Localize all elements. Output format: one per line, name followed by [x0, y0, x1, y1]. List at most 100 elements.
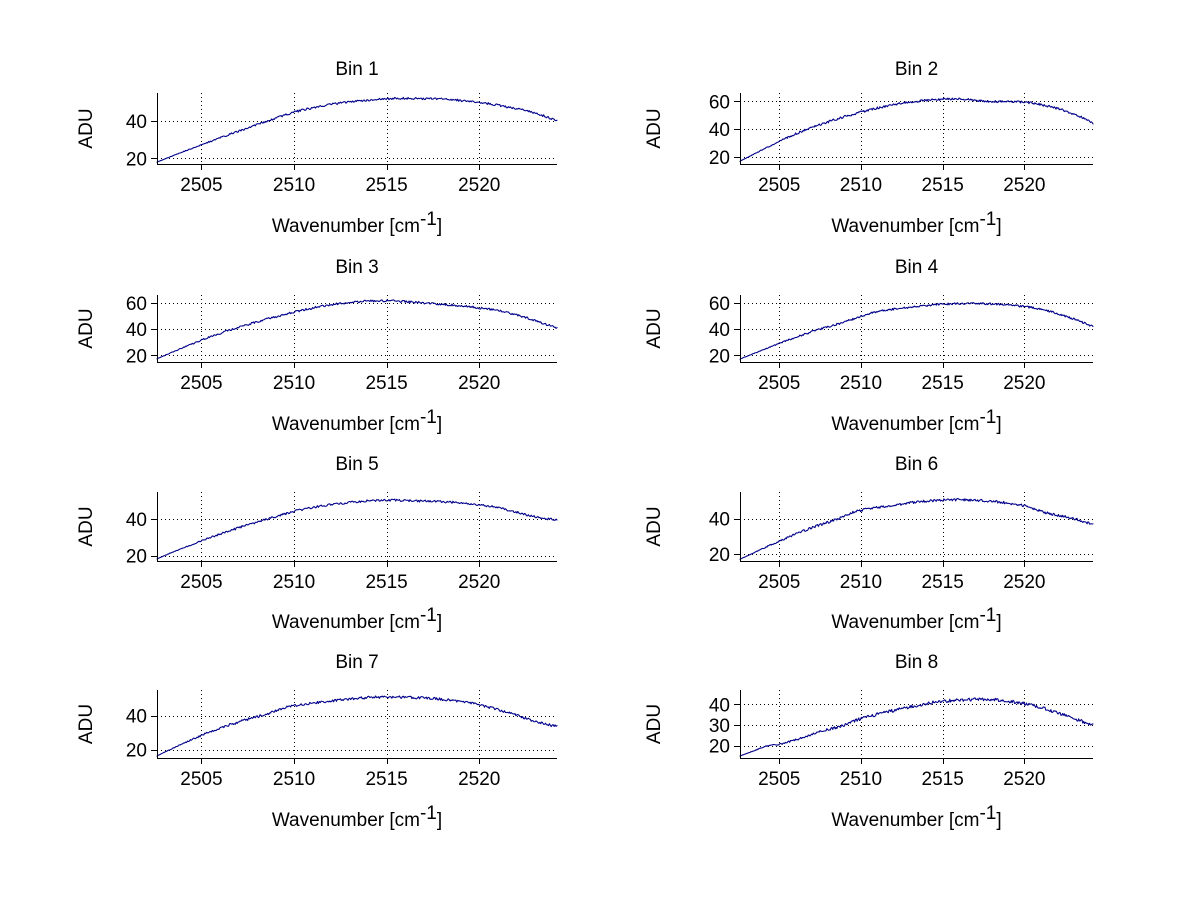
x-tick-label: 2520	[1003, 175, 1045, 196]
tick-marks	[734, 100, 1026, 170]
x-tick-label: 2515	[922, 175, 964, 196]
x-tick-label: 2520	[458, 175, 500, 196]
gridlines	[740, 93, 1093, 164]
plot-panel-3: 2505 2510 2515 2520 20 40 60 Bin 3 Wavenumber [c…	[0, 255, 667, 452]
y-tick-label: 30	[709, 716, 730, 737]
x-tick-label: 2510	[273, 769, 315, 790]
series-line	[156, 299, 558, 360]
axes-spines	[739, 93, 1093, 166]
series-line	[739, 697, 1094, 757]
x-tick-label: 2510	[273, 175, 315, 196]
x-tick-label: 2515	[365, 373, 407, 394]
tick-marks	[151, 120, 481, 170]
plot-panel-6: 2505 2510 2515 2520 20 40 Bin 6 Wavenumber [cm-…	[0, 452, 1200, 651]
y-tick-label: 20	[709, 148, 730, 169]
axes-spines	[739, 690, 1093, 760]
gridlines	[157, 295, 557, 362]
gridlines	[157, 93, 557, 164]
panel-title: Bin 1	[335, 59, 378, 80]
x-tick-label: 2505	[180, 373, 222, 394]
tick-marks	[151, 302, 481, 368]
panel-title: Bin 3	[335, 257, 378, 278]
x-axis-label: Wavenumber [cm-1]	[272, 803, 442, 831]
plot-panel-7: 2505 2510 2515 2520 20 40 Bin 7 Wavenumber [cm-…	[0, 650, 667, 848]
x-tick-label: 2515	[922, 769, 964, 790]
series-line	[156, 498, 558, 560]
series-line	[156, 695, 558, 757]
x-tick-label: 2515	[365, 175, 407, 196]
x-tick-label: 2515	[922, 373, 964, 394]
y-axis-label: ADU	[644, 308, 665, 348]
panel-title: Bin 4	[895, 257, 939, 278]
y-tick-label: 60	[709, 92, 730, 113]
gridlines	[740, 690, 1093, 758]
gridlines	[157, 492, 557, 561]
x-axis-label: Wavenumber [cm-1]	[272, 209, 442, 237]
y-tick-label: 20	[126, 149, 147, 170]
x-tick-label: 2520	[458, 769, 500, 790]
series-line	[739, 97, 1094, 162]
y-tick-label: 60	[126, 294, 147, 315]
x-tick-label: 2510	[273, 572, 315, 593]
tick-marks	[151, 518, 481, 567]
y-axis-label: ADU	[644, 506, 665, 546]
axes-spines	[156, 295, 557, 364]
gridlines	[740, 492, 1093, 561]
y-axis-label: ADU	[76, 506, 97, 546]
x-tick-label: 2520	[1003, 572, 1045, 593]
x-tick-label: 2520	[458, 572, 500, 593]
y-tick-label: 60	[709, 294, 730, 315]
series-line	[739, 498, 1094, 560]
x-axis-label: Wavenumber [cm-1]	[272, 407, 442, 435]
x-tick-label: 2505	[758, 769, 800, 790]
y-axis-label: ADU	[644, 704, 665, 744]
y-tick-label: 40	[709, 120, 730, 141]
gridlines	[157, 690, 557, 758]
y-tick-label: 20	[709, 737, 730, 758]
x-tick-label: 2520	[1003, 373, 1045, 394]
y-tick-label: 20	[126, 346, 147, 367]
x-tick-label: 2515	[365, 572, 407, 593]
gridlines	[740, 295, 1093, 362]
x-tick-label: 2505	[180, 572, 222, 593]
y-axis-label: ADU	[76, 704, 97, 744]
x-tick-label: 2515	[365, 769, 407, 790]
plot-panel-1: 2505 2510 2515 2520 20 40 Bin 1 Wavenumber [cm-…	[0, 53, 667, 254]
y-tick-label: 20	[126, 741, 147, 762]
x-tick-label: 2510	[840, 572, 882, 593]
y-tick-label: 40	[126, 510, 147, 531]
x-tick-label: 2520	[1003, 769, 1045, 790]
plot-panel-8: 2505 2510 2515 2520 20 30 40 Bin 8 Wavenumber [c…	[0, 650, 1200, 848]
axes-spines	[156, 492, 557, 563]
y-tick-label: 40	[709, 695, 730, 716]
y-tick-label: 40	[126, 707, 147, 728]
x-axis-label: Wavenumber [cm-1]	[831, 605, 1001, 633]
y-tick-label: 40	[126, 320, 147, 341]
plot-panel-5: 2505 2510 2515 2520 20 40 Bin 5 Wavenumber [cm-…	[0, 452, 667, 651]
x-axis-label: Wavenumber [cm-1]	[831, 209, 1001, 237]
x-axis-label: Wavenumber [cm-1]	[831, 803, 1001, 831]
tick-marks	[734, 518, 1026, 567]
x-tick-label: 2510	[840, 175, 882, 196]
tick-marks	[734, 703, 1026, 764]
tick-marks	[734, 302, 1026, 368]
y-axis-label: ADU	[644, 108, 665, 148]
x-tick-label: 2515	[922, 572, 964, 593]
y-tick-label: 40	[709, 320, 730, 341]
x-axis-label: Wavenumber [cm-1]	[831, 407, 1001, 435]
x-tick-label: 2505	[758, 175, 800, 196]
panel-title: Bin 2	[895, 59, 938, 80]
x-tick-label: 2510	[840, 373, 882, 394]
axes-spines	[156, 93, 557, 166]
x-tick-label: 2505	[180, 175, 222, 196]
panel-title: Bin 7	[335, 652, 378, 673]
y-tick-label: 40	[126, 112, 147, 133]
y-tick-label: 20	[709, 545, 730, 566]
panel-title: Bin 8	[895, 652, 938, 673]
x-tick-label: 2505	[758, 572, 800, 593]
x-tick-label: 2505	[180, 769, 222, 790]
x-tick-label: 2510	[273, 373, 315, 394]
x-tick-label: 2510	[840, 769, 882, 790]
plot-panel-2: 2505 2510 2515 2520 20 40 60 Bin 2 Wavenumber [c…	[0, 53, 1200, 254]
